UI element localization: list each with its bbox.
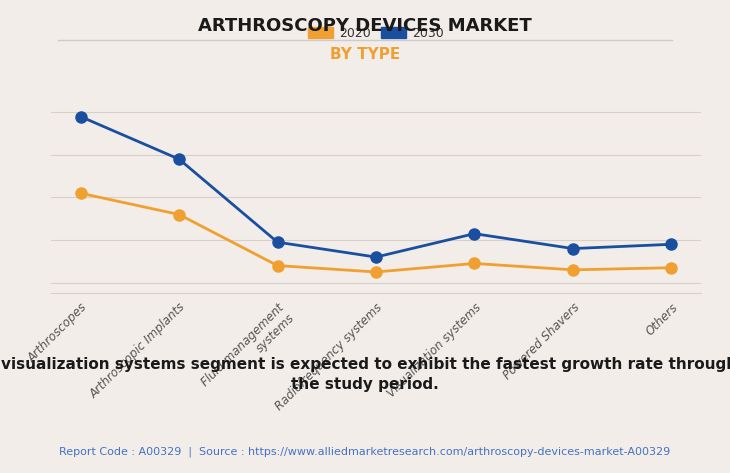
2030 (174, 156, 183, 162)
Line: 2020: 2020 (75, 188, 677, 278)
2020 (667, 265, 676, 271)
2020 (372, 269, 380, 275)
2020 (174, 211, 183, 217)
Text: ARTHROSCOPY DEVICES MARKET: ARTHROSCOPY DEVICES MARKET (198, 17, 532, 35)
Line: 2030: 2030 (75, 111, 677, 263)
Text: The visualization systems segment is expected to exhibit the fastest growth rate: The visualization systems segment is exp… (0, 357, 730, 392)
2030 (667, 241, 676, 247)
2030 (569, 246, 577, 252)
2030 (470, 231, 479, 236)
2030 (372, 254, 380, 260)
2020 (470, 261, 479, 266)
2020 (273, 263, 282, 269)
2020 (76, 190, 85, 196)
Text: Report Code : A00329  |  Source : https://www.alliedmarketresearch.com/arthrosco: Report Code : A00329 | Source : https://… (59, 447, 671, 457)
2030 (76, 114, 85, 119)
2030 (273, 239, 282, 245)
Legend: 2020, 2030: 2020, 2030 (308, 27, 444, 40)
Text: BY TYPE: BY TYPE (330, 47, 400, 62)
2020 (569, 267, 577, 272)
